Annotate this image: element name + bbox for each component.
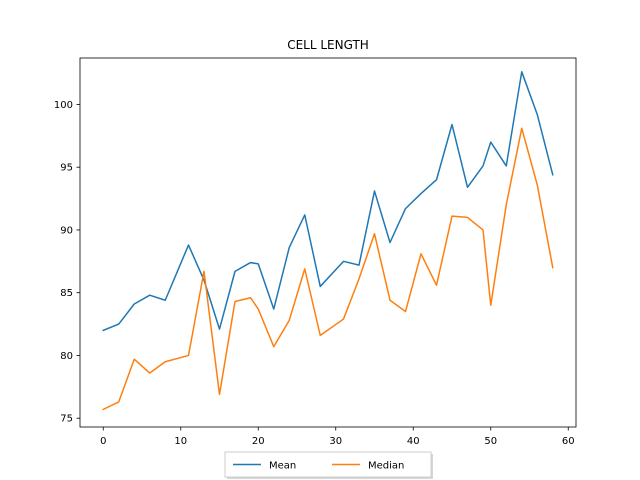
axes-layer: 0 10 20 30 40 50 60 75 80 85 90 95 100 <box>54 57 577 447</box>
legend-label-median: Median <box>368 461 404 472</box>
x-tick-label: 40 <box>407 436 420 447</box>
y-tick-label: 95 <box>60 163 73 174</box>
x-tick-label: 30 <box>329 436 342 447</box>
y-tick-label: 80 <box>60 351 73 362</box>
series-layer <box>102 71 554 411</box>
y-tick-label: 90 <box>60 225 73 236</box>
series-line-median <box>102 127 554 411</box>
axes-frame <box>79 57 577 428</box>
y-tick-label: 85 <box>60 288 73 299</box>
x-tick-label: 10 <box>174 436 187 447</box>
y-tick-label: 100 <box>54 100 73 111</box>
series-line-mean <box>102 71 554 332</box>
x-tick-label: 60 <box>562 436 575 447</box>
chart-title: CELL LENGTH <box>287 38 369 52</box>
x-tick-label: 50 <box>484 436 497 447</box>
x-tick-label: 20 <box>252 436 265 447</box>
legend: Mean Median <box>224 451 433 479</box>
x-tick-label: 0 <box>100 436 106 447</box>
legend-label-mean: Mean <box>269 461 296 472</box>
y-tick-label: 75 <box>60 414 73 425</box>
